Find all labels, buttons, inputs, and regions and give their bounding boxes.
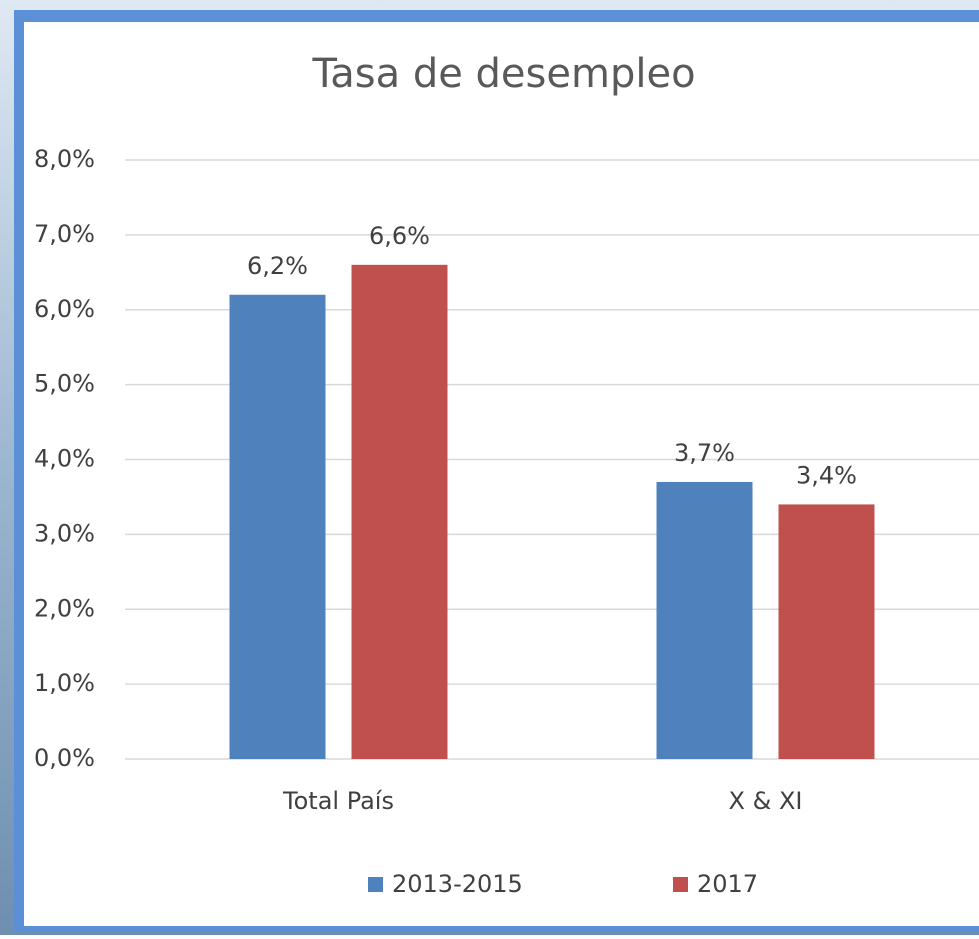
value-label: 3,7%	[674, 439, 735, 467]
value-label: 6,2%	[247, 252, 308, 280]
bar	[229, 294, 326, 759]
x-tick-label: X & XI	[729, 787, 803, 815]
x-tick-label: Total País	[282, 787, 394, 815]
y-tick-label: 0,0%	[34, 744, 95, 772]
y-tick-label: 3,0%	[34, 519, 95, 547]
value-label: 6,6%	[369, 222, 430, 250]
y-tick-label: 7,0%	[34, 220, 95, 248]
chart-title: Tasa de desempleo	[311, 51, 695, 97]
y-tick-label: 5,0%	[34, 370, 95, 398]
y-tick-label: 8,0%	[34, 145, 95, 173]
chart-panel	[24, 22, 979, 926]
bar	[778, 504, 875, 759]
y-tick-label: 2,0%	[34, 594, 95, 622]
bar	[351, 264, 448, 759]
legend-swatch	[368, 877, 383, 892]
bar	[656, 481, 753, 759]
y-tick-label: 6,0%	[34, 295, 95, 323]
value-label: 3,4%	[796, 461, 857, 489]
legend-swatch	[673, 877, 688, 892]
legend-label: 2017	[697, 870, 758, 898]
legend-label: 2013-2015	[392, 870, 523, 898]
y-tick-label: 4,0%	[34, 445, 95, 473]
y-tick-label: 1,0%	[34, 669, 95, 697]
